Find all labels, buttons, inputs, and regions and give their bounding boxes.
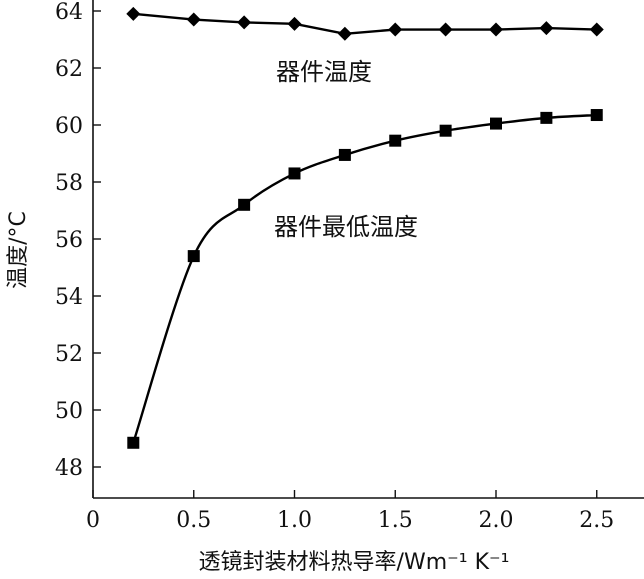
- y-axis-title: 温度/°C: [6, 211, 31, 289]
- y-tick-label: 64: [55, 0, 83, 25]
- series-2-point-square: [439, 124, 452, 137]
- series-2-point-square: [338, 148, 351, 161]
- y-tick-label: 48: [55, 456, 83, 481]
- series-1-point-diamond: [388, 22, 403, 37]
- annotation-device-temperature: 器件温度: [276, 58, 372, 86]
- series-2-point-square: [127, 436, 140, 449]
- x-tick-label: 1.0: [277, 508, 312, 533]
- y-tick-label: 58: [55, 171, 83, 196]
- y-tick-label: 50: [55, 399, 83, 424]
- annotation-device-min-temperature: 器件最低温度: [274, 213, 418, 241]
- y-tick-label: 62: [55, 57, 83, 82]
- series-1-point-diamond: [337, 26, 352, 41]
- series-1-point-diamond: [237, 15, 252, 30]
- series-2-point-square: [187, 250, 200, 263]
- series-1-point-diamond: [126, 6, 141, 21]
- x-tick-label: 1.5: [378, 508, 413, 533]
- series-layer: [126, 6, 604, 449]
- x-axis-title: 透镜封装材料热导率/Wm⁻¹ K⁻¹: [199, 550, 510, 575]
- series-1-point-diamond: [438, 22, 453, 37]
- series-2-point-square: [238, 198, 251, 211]
- series-1-line: [133, 12, 597, 36]
- x-axis-ticks: 0 0.5 1.0 1.5 2.0 2.5: [86, 490, 614, 533]
- series-1-point-diamond: [539, 21, 554, 36]
- series-2-point-square: [288, 167, 301, 180]
- series-1-point-diamond: [186, 12, 201, 27]
- x-tick-label: 2.0: [479, 508, 514, 533]
- series-2-point-square: [490, 117, 502, 130]
- series-2-point-square: [590, 109, 603, 122]
- x-tick-label: 2.5: [579, 508, 614, 533]
- x-tick-label: 0.5: [176, 508, 211, 533]
- y-tick-label: 56: [55, 228, 83, 253]
- x-tick-label: 0: [86, 508, 100, 533]
- y-tick-label: 54: [55, 285, 83, 310]
- series-1-point-diamond: [489, 22, 503, 37]
- series-2-point-square: [389, 134, 402, 147]
- y-tick-label: 60: [55, 114, 83, 139]
- series-2-point-square: [540, 111, 553, 124]
- y-tick-label: 52: [55, 342, 83, 367]
- y-axis-ticks: 48 50 52 54 56 58 60 62 64: [55, 0, 101, 481]
- series-1-point-diamond: [589, 22, 604, 37]
- series-1-point-diamond: [287, 16, 302, 31]
- series-2-line: [132, 113, 597, 444]
